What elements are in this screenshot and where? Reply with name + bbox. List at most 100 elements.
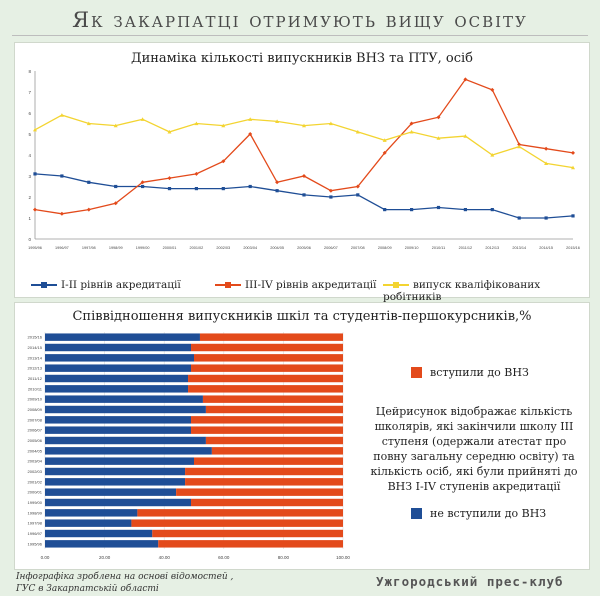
y-tick-label: 2005/06	[28, 438, 43, 443]
data-point	[167, 176, 172, 181]
bar-entered	[188, 374, 343, 383]
data-point	[355, 184, 360, 189]
y-tick-label: 1995/96	[28, 541, 43, 546]
bar-not-entered	[45, 354, 194, 362]
data-point	[87, 180, 91, 184]
source-line-1: Інфографіка зроблена на основі відомосте…	[16, 572, 234, 582]
data-point	[517, 142, 522, 147]
data-point	[410, 208, 414, 212]
data-point	[463, 77, 468, 82]
data-point	[167, 129, 172, 134]
x-tick-label: 2014/15	[539, 246, 553, 250]
data-point	[382, 138, 387, 142]
x-tick-label: 1996/97	[55, 246, 69, 250]
data-point	[33, 127, 37, 132]
x-tick-label: 2004/05	[270, 246, 284, 250]
y-tick-label: 6	[28, 111, 31, 116]
x-tick-label: 2015/16	[566, 246, 580, 250]
x-tick-label: 2011/12	[459, 246, 472, 250]
bar-not-entered	[45, 478, 186, 486]
data-point	[490, 87, 495, 92]
x-tick-label: 0.00	[41, 555, 50, 560]
source-note: Інфографіка зроблена на основі відомосте…	[16, 571, 233, 595]
bar-entered	[191, 498, 343, 507]
y-tick-label: 5	[28, 132, 31, 137]
y-tick-label: 3	[28, 174, 31, 179]
bar-chart: 0.00 20.00 40.00 60.00 80.00 100.00 2015/16 201…	[28, 332, 350, 560]
y-tick-label: 2004/05	[28, 448, 43, 453]
x-tick-label: 2002/03	[216, 246, 230, 250]
legend-item-blue: І-ІІ рівнів акредитації	[31, 279, 181, 291]
y-tick-label: 2001/02	[28, 479, 43, 484]
data-point	[490, 153, 495, 157]
bar-entered	[137, 509, 343, 517]
legend-label-entered: вступили до ВНЗ	[430, 366, 529, 379]
x-tick-label: 2012/13	[485, 246, 499, 250]
data-point	[248, 184, 252, 189]
bar-not-entered	[45, 436, 206, 445]
data-point	[86, 121, 91, 126]
y-tick-label: 2009/10	[28, 397, 43, 402]
y-tick-label: 2010/11	[28, 386, 43, 391]
data-point	[275, 119, 280, 123]
y-tick-label: 2000/01	[28, 490, 43, 495]
bar-not-entered	[45, 374, 189, 383]
bar-entered	[194, 354, 343, 362]
data-point	[517, 216, 521, 220]
bar-not-entered	[45, 426, 192, 434]
bar-entered	[185, 467, 343, 476]
x-tick-label: 1995/96	[28, 246, 42, 250]
data-point	[194, 121, 199, 126]
bar-not-entered	[45, 385, 189, 393]
x-tick-label: 2008/09	[378, 246, 392, 250]
data-point	[33, 172, 37, 176]
bar-not-entered	[45, 333, 200, 341]
y-tick-label: 1	[28, 216, 31, 221]
brand-label: Ужгородський прес-клуб	[376, 574, 564, 589]
y-tick-label: 2014/15	[28, 345, 43, 350]
bar-entered	[191, 343, 343, 352]
title-divider	[12, 35, 588, 36]
data-point	[328, 188, 333, 193]
data-point	[544, 161, 549, 165]
data-point	[517, 144, 522, 149]
bar-not-entered	[45, 405, 206, 414]
data-point	[221, 123, 226, 128]
bar-not-entered	[45, 519, 132, 527]
line-chart-panel: Динаміка кількості випускників ВНЗ та ПТ…	[14, 42, 590, 303]
bar-not-entered	[45, 395, 203, 403]
data-point	[275, 189, 279, 193]
bar-entered	[176, 488, 343, 496]
data-point	[302, 174, 306, 178]
data-point	[248, 117, 253, 121]
data-point	[463, 208, 467, 212]
x-tick-label: 2001/02	[190, 246, 204, 250]
y-tick-label: 1996/97	[28, 531, 43, 536]
data-point	[490, 208, 494, 212]
legend-swatch-entered	[411, 367, 422, 378]
data-point	[194, 171, 199, 176]
y-tick-label: 2013/14	[28, 355, 43, 360]
line-chart-title: Динаміка кількості випускників ВНЗ та ПТ…	[131, 51, 473, 66]
y-tick-label: 2002/03	[28, 469, 43, 474]
bar-not-entered	[45, 457, 194, 465]
y-tick-label: 2012/13	[28, 366, 43, 371]
data-point	[221, 159, 226, 164]
data-point	[141, 184, 145, 189]
bar-not-entered	[45, 540, 159, 548]
bar-entered	[131, 519, 343, 527]
legend-label-not-entered: не вступили до ВНЗ	[430, 507, 547, 520]
x-tick-label: 2007/08	[351, 246, 365, 250]
y-tick-label: 7	[28, 90, 31, 95]
bar-not-entered	[45, 488, 177, 496]
data-point	[140, 117, 145, 121]
bar-entered	[205, 436, 343, 445]
data-point	[302, 193, 306, 197]
y-tick-label: 0	[28, 237, 31, 242]
data-point	[167, 187, 172, 191]
x-tick-label: 20.00	[99, 555, 111, 560]
y-tick-label: 1997/98	[28, 521, 43, 526]
data-point	[59, 211, 64, 216]
data-point	[60, 174, 64, 178]
y-tick-label: 2015/16	[28, 335, 43, 340]
